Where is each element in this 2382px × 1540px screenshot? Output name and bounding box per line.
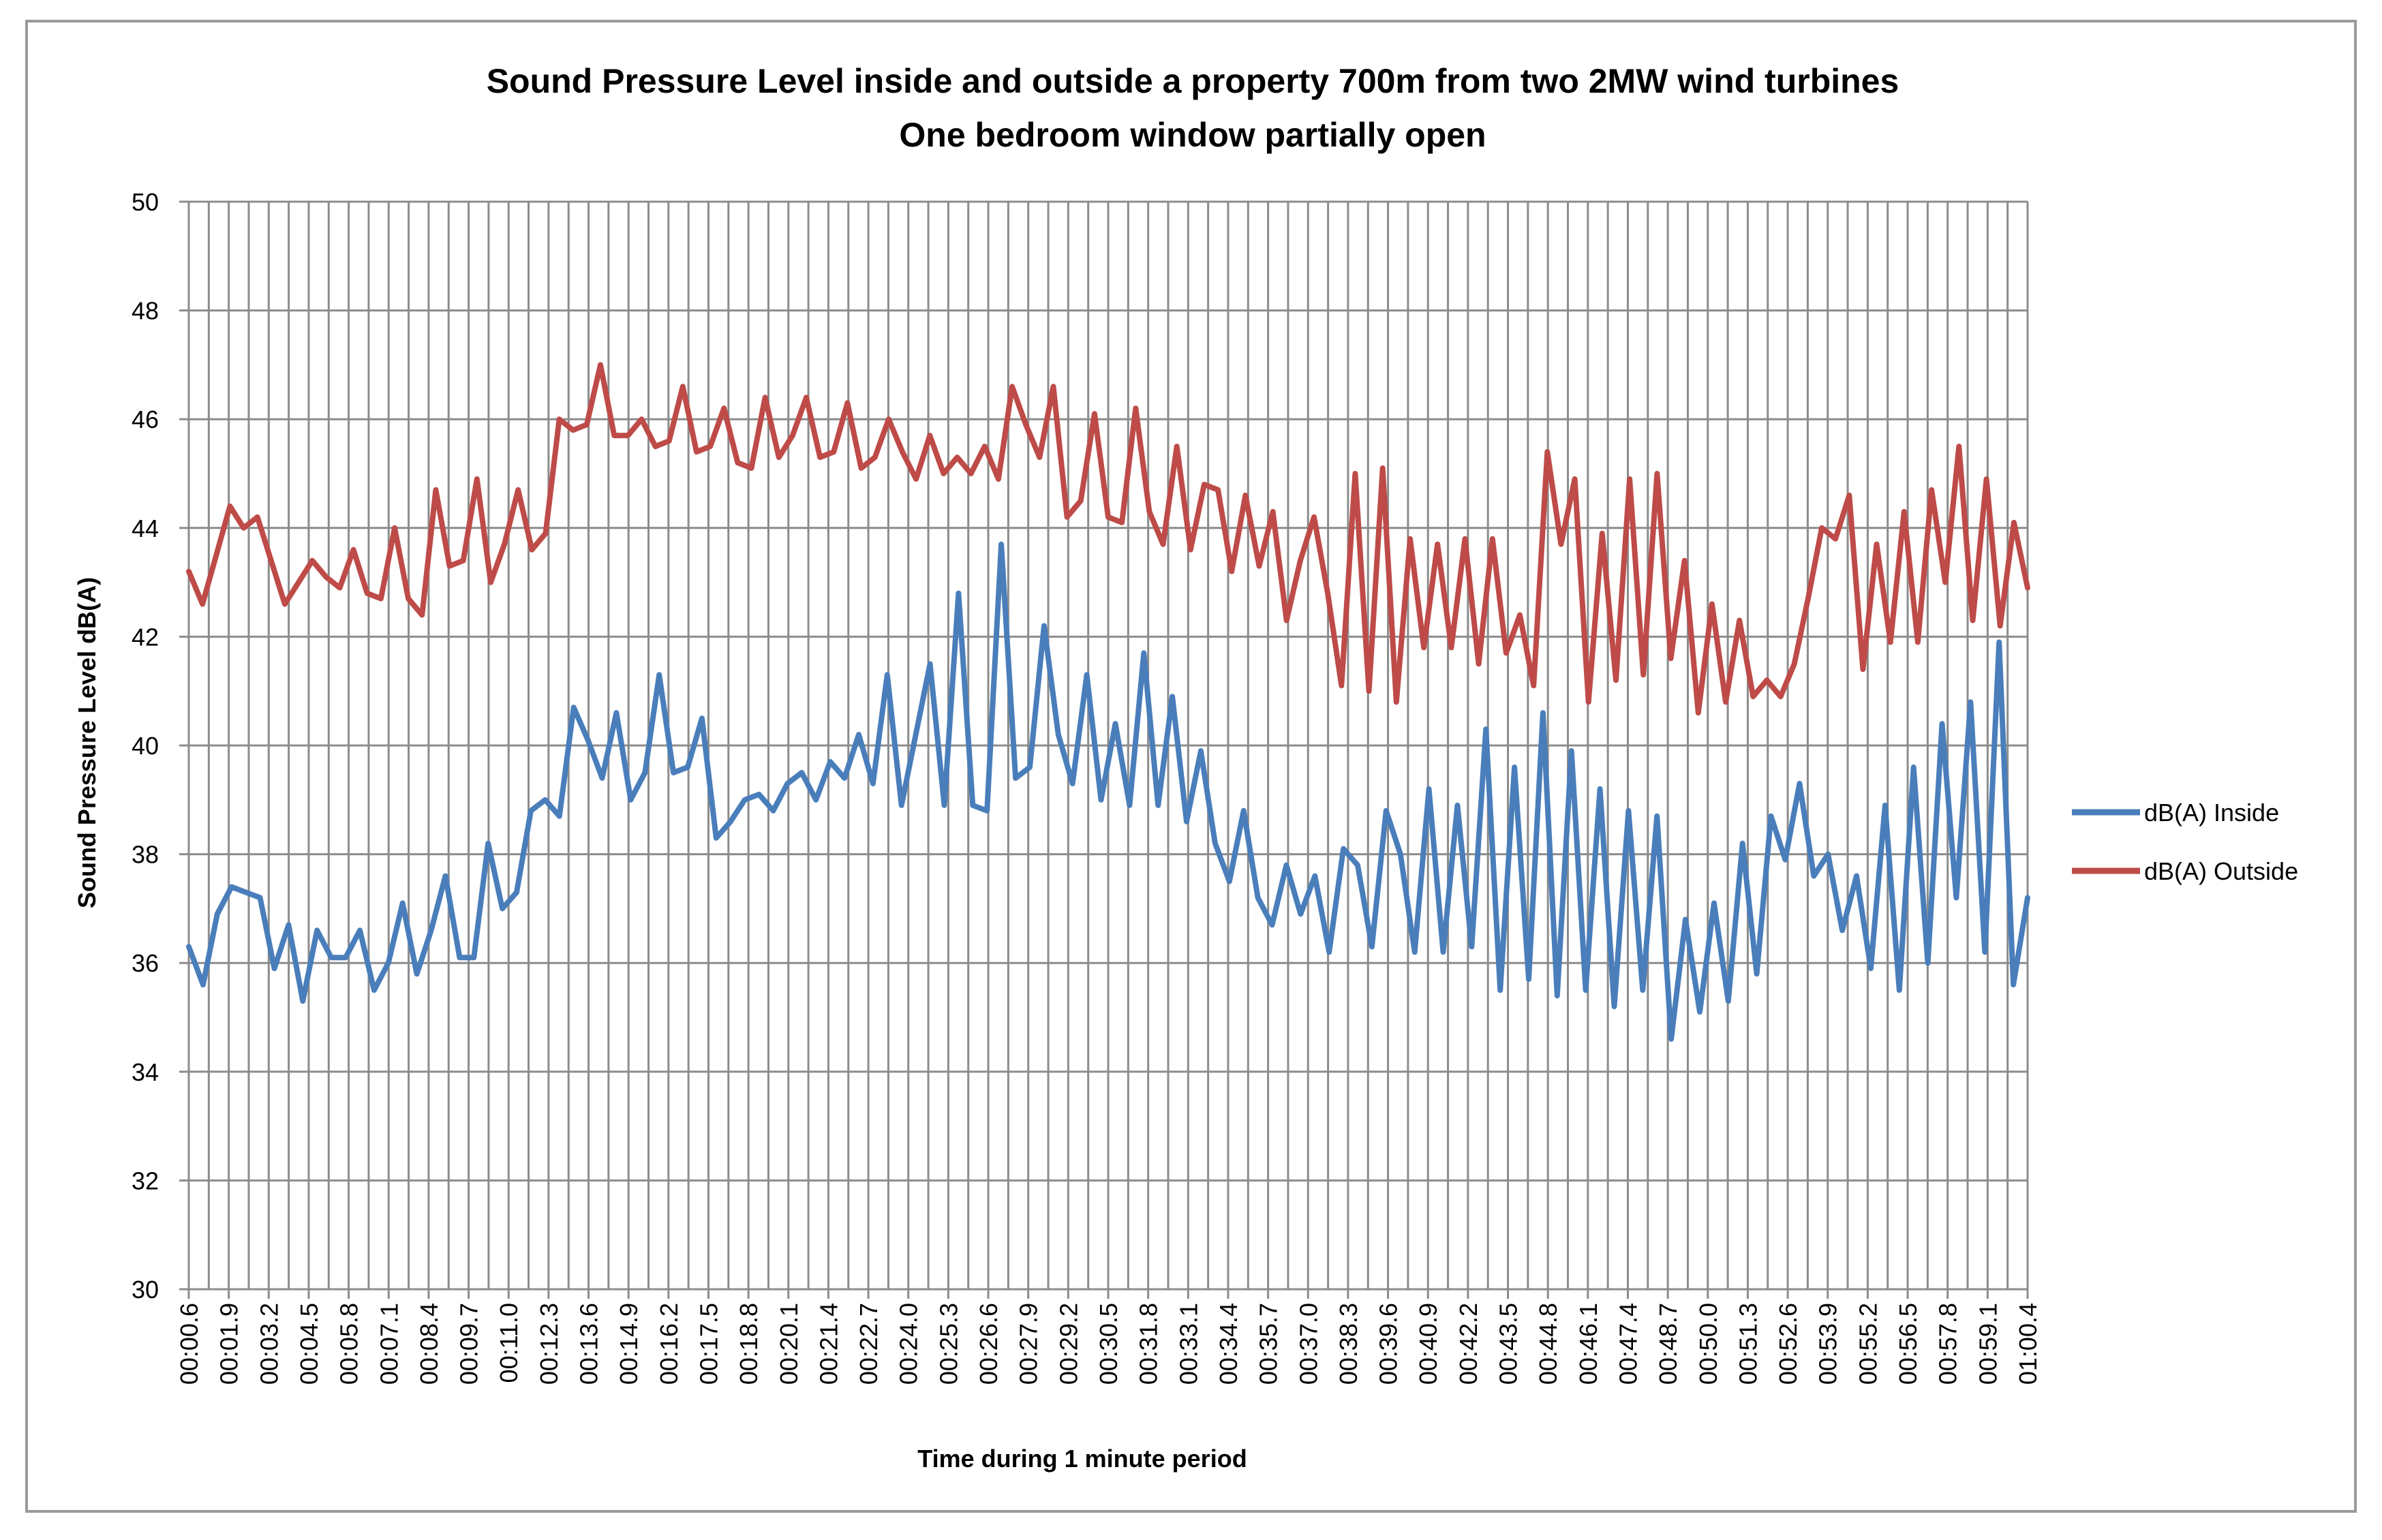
x-tick-label: 00:09.7 xyxy=(455,1303,483,1385)
x-tick-label: 00:27.9 xyxy=(1015,1303,1043,1385)
x-tick-label: 00:20.1 xyxy=(775,1303,803,1385)
y-tick-label: 30 xyxy=(132,1276,159,1304)
axes xyxy=(179,200,2029,1299)
series-line-inside xyxy=(186,541,2030,1042)
y-tick-label: 42 xyxy=(132,623,159,651)
x-tick-label: 00:04.5 xyxy=(295,1303,323,1385)
x-tick-label: 00:37.0 xyxy=(1294,1303,1322,1385)
x-tick-label: 00:26.6 xyxy=(975,1303,1003,1385)
x-tick-label: 00:00.6 xyxy=(175,1303,203,1385)
y-tick-label: 46 xyxy=(132,405,159,433)
x-tick-label: 00:51.3 xyxy=(1734,1303,1762,1385)
series-line-outside xyxy=(186,362,2030,716)
y-tick-label: 48 xyxy=(132,297,159,325)
y-axis-title: Sound Pressure Level dB(A) xyxy=(73,577,101,908)
x-tick-label: 00:24.0 xyxy=(895,1303,923,1385)
x-tick-label: 00:11.0 xyxy=(495,1303,523,1383)
x-tick-label: 00:57.8 xyxy=(1934,1303,1962,1385)
x-tick-label: 00:21.4 xyxy=(814,1303,842,1385)
x-tick-label: 00:39.6 xyxy=(1375,1303,1403,1385)
x-tick-label: 00:12.3 xyxy=(535,1303,563,1385)
x-tick-label: 00:18.8 xyxy=(735,1303,763,1385)
x-tick-label: 00:43.5 xyxy=(1495,1303,1523,1385)
x-tick-label: 00:55.2 xyxy=(1854,1303,1882,1385)
y-tick-label: 38 xyxy=(132,841,159,869)
legend-label-outside: dB(A) Outside xyxy=(2144,857,2298,885)
x-tick-label: 00:56.5 xyxy=(1894,1303,1922,1385)
x-tick-labels: 00:00.6 00:01.9 00:03.2 00:04.5 00:05.8 00:07… xyxy=(175,1303,2042,1385)
x-tick-label: 00:30.5 xyxy=(1095,1303,1123,1385)
chart-subtitle: One bedroom window partially open xyxy=(899,116,1486,154)
x-tick-label: 00:16.2 xyxy=(655,1303,683,1385)
x-tick-label: 00:08.4 xyxy=(415,1303,443,1385)
series-lines xyxy=(186,362,2030,1042)
y-tick-label: 50 xyxy=(132,188,159,216)
y-tick-label: 40 xyxy=(132,732,159,760)
x-tick-label: 01:00.4 xyxy=(2014,1303,2042,1385)
y-tick-labels: 30 32 34 36 38 40 42 44 46 48 50 xyxy=(132,188,159,1304)
x-tick-label: 00:53.9 xyxy=(1814,1303,1842,1385)
x-tick-label: 00:47.4 xyxy=(1614,1303,1642,1385)
y-tick-label: 44 xyxy=(132,514,159,542)
x-tick-label: 00:17.5 xyxy=(694,1303,722,1385)
x-tick-label: 00:33.1 xyxy=(1174,1303,1202,1385)
x-tick-label: 00:22.7 xyxy=(855,1303,883,1385)
x-tick-label: 00:07.1 xyxy=(375,1303,403,1385)
y-tick-label: 36 xyxy=(132,949,159,977)
chart-title: Sound Pressure Level inside and outside … xyxy=(487,62,1899,100)
x-tick-label: 00:03.2 xyxy=(255,1303,283,1385)
x-tick-label: 00:34.4 xyxy=(1215,1303,1242,1385)
x-tick-label: 00:14.9 xyxy=(615,1303,643,1385)
gridlines xyxy=(187,200,2029,1291)
legend: dB(A) Inside dB(A) Outside xyxy=(2072,799,2298,885)
x-tick-label: 00:01.9 xyxy=(215,1303,243,1385)
x-tick-label: 00:48.7 xyxy=(1654,1303,1682,1385)
x-tick-label: 00:50.0 xyxy=(1694,1303,1722,1385)
x-tick-label: 00:05.8 xyxy=(335,1303,363,1385)
x-tick-label: 00:40.9 xyxy=(1414,1303,1442,1385)
x-tick-label: 00:31.8 xyxy=(1135,1303,1163,1385)
x-tick-label: 00:38.3 xyxy=(1334,1303,1362,1385)
x-tick-label: 00:46.1 xyxy=(1574,1303,1602,1385)
x-tick-label: 00:44.8 xyxy=(1534,1303,1562,1385)
x-tick-label: 00:25.3 xyxy=(934,1303,962,1385)
x-tick-label: 00:52.6 xyxy=(1774,1303,1802,1385)
x-tick-label: 00:13.6 xyxy=(575,1303,603,1385)
x-axis-title: Time during 1 minute period xyxy=(917,1445,1247,1473)
x-tick-label: 00:29.2 xyxy=(1054,1303,1082,1385)
x-tick-label: 00:59.1 xyxy=(1974,1303,2002,1385)
y-tick-label: 34 xyxy=(132,1058,159,1086)
x-tick-label: 00:42.2 xyxy=(1454,1303,1482,1385)
legend-label-inside: dB(A) Inside xyxy=(2144,799,2279,827)
x-tick-label: 00:35.7 xyxy=(1255,1303,1283,1385)
y-tick-label: 32 xyxy=(132,1167,159,1195)
